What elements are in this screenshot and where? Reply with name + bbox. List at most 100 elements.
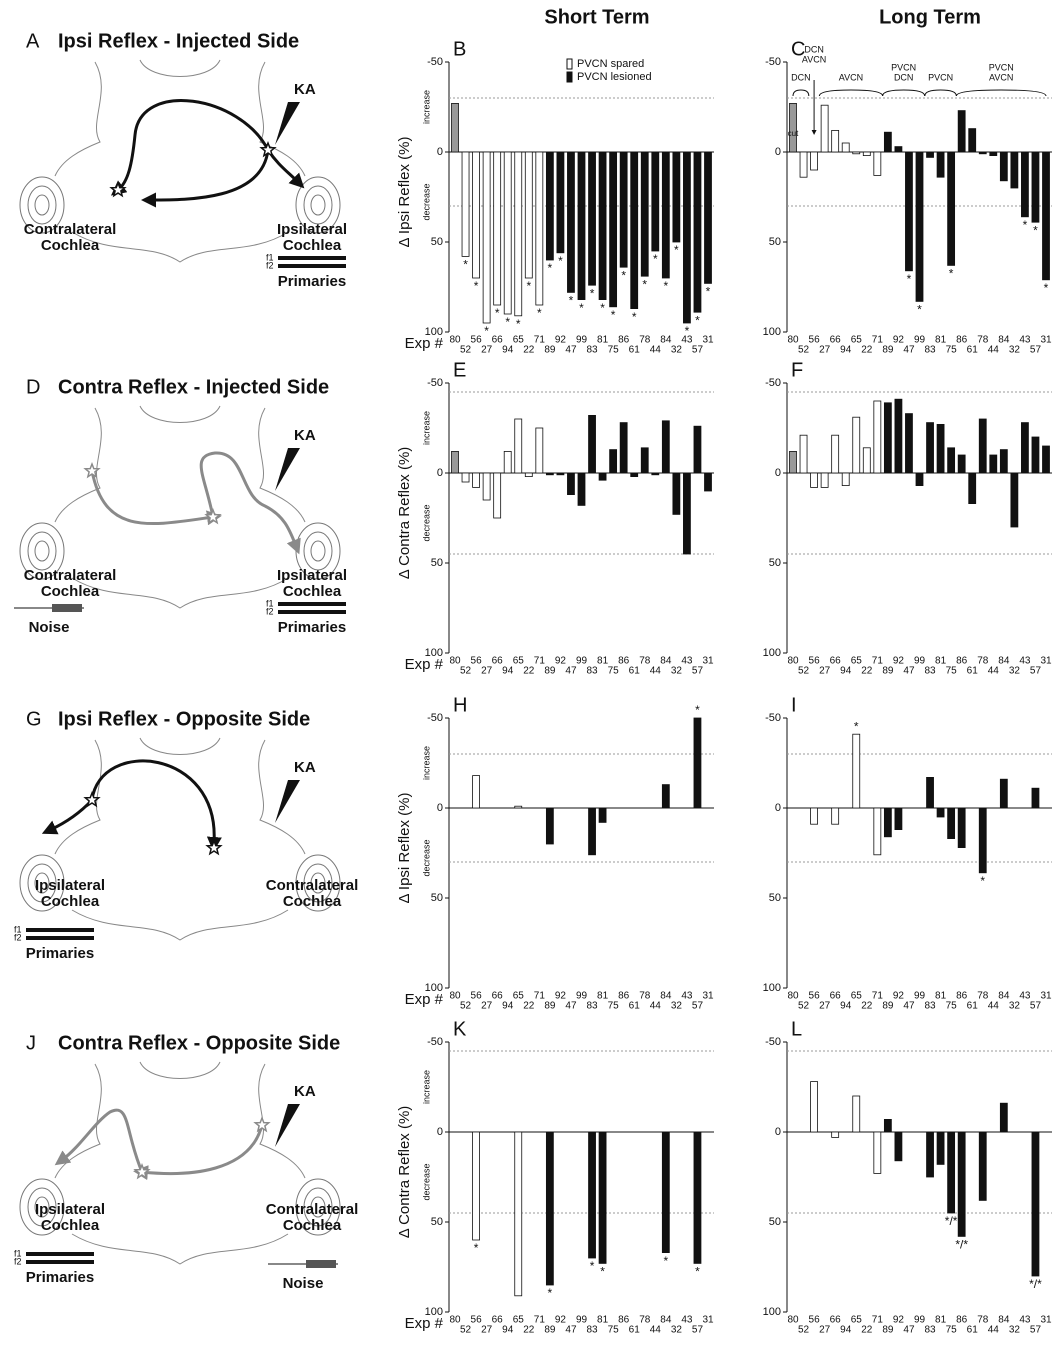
- x-tick-label: 66: [492, 656, 504, 667]
- x-tick-label: 32: [1009, 666, 1021, 677]
- region-label: AVCN: [989, 72, 1013, 82]
- x-tick-label: 89: [882, 1325, 894, 1336]
- x-tick-label: 83: [586, 1001, 598, 1012]
- panel-letter: J: [26, 1032, 36, 1054]
- diagram-title: Ipsi Reflex - Opposite Side: [58, 708, 310, 730]
- x-tick-label: 47: [565, 666, 577, 677]
- cochlea-label: Cochlea: [41, 583, 100, 600]
- primaries-label: Primaries: [278, 273, 346, 290]
- x-tick-label: 44: [650, 1001, 662, 1012]
- y-tick-label: -50: [427, 377, 443, 389]
- x-tick-label: 71: [872, 1315, 884, 1326]
- x-tick-label: 27: [481, 1325, 493, 1336]
- x-tick-label: 47: [565, 1001, 577, 1012]
- cochlea-label: Cochlea: [283, 1217, 342, 1234]
- panel-letter: B: [453, 38, 466, 60]
- region-label: DCN: [894, 72, 914, 82]
- x-tick-label: 99: [576, 656, 588, 667]
- x-tick-label: 44: [988, 345, 1000, 356]
- star-marker: [83, 461, 101, 479]
- bar: [588, 151, 596, 286]
- x-tick-label: 44: [650, 666, 662, 677]
- x-axis-label: Exp #: [405, 656, 444, 673]
- cochlea: [34, 1196, 50, 1218]
- x-tick-label: 92: [555, 991, 567, 1002]
- significance-label: *: [484, 324, 489, 338]
- y-tick-label: 100: [425, 1306, 443, 1318]
- tone-label: f1: [14, 1248, 22, 1258]
- bar: [873, 151, 882, 176]
- x-tick-label: 56: [809, 1315, 821, 1326]
- cochlea: [310, 194, 326, 216]
- cochlea: [19, 522, 65, 580]
- cochlea: [303, 531, 333, 571]
- bar: [661, 151, 670, 279]
- x-tick-label: 43: [1019, 656, 1031, 667]
- x-tick-label: 92: [893, 1315, 905, 1326]
- ka-needle: [275, 1104, 300, 1147]
- significance-label: *: [516, 317, 521, 331]
- tone-bar: [278, 602, 346, 606]
- x-tick-label: 52: [460, 345, 472, 356]
- y-axis-label: Δ Contra Reflex (%): [396, 1106, 413, 1239]
- bar: [999, 151, 1008, 182]
- x-tick-label: 94: [840, 345, 852, 356]
- x-tick-label: 32: [1009, 345, 1021, 356]
- star-marker: [109, 180, 127, 198]
- bar: [810, 472, 818, 488]
- bar: [1042, 151, 1050, 281]
- noise-burst: [306, 1260, 336, 1268]
- x-tick-label: 86: [618, 656, 630, 667]
- x-tick-label: 71: [872, 991, 884, 1002]
- ka-label: KA: [294, 427, 316, 444]
- legend-label: PVCN spared: [577, 58, 644, 70]
- bar: [947, 447, 956, 474]
- significance-label: *: [695, 703, 700, 717]
- bar: [1031, 151, 1040, 223]
- bar: [514, 1131, 523, 1297]
- panel-letter: I: [791, 694, 797, 716]
- bar: [873, 1131, 882, 1174]
- region-label: DCN: [791, 72, 811, 82]
- x-tick-label: 78: [639, 991, 651, 1002]
- x-tick-label: 56: [471, 656, 483, 667]
- bar: [598, 807, 607, 823]
- x-tick-label: 99: [576, 991, 588, 1002]
- x-tick-label: 99: [914, 656, 926, 667]
- x-tick-label: 65: [513, 656, 525, 667]
- x-tick-label: 31: [702, 656, 714, 667]
- bar: [820, 472, 829, 488]
- bar: [831, 129, 840, 153]
- significance-label: */*: [1029, 1277, 1042, 1291]
- x-tick-label: 22: [861, 1001, 873, 1012]
- brainstem-outline: [54, 737, 306, 941]
- primaries-label: Primaries: [26, 945, 94, 962]
- region-bracket: [955, 89, 1047, 97]
- x-tick-label: 22: [861, 1325, 873, 1336]
- panel-letter: F: [791, 359, 803, 381]
- cochlea: [27, 185, 57, 225]
- x-tick-label: 52: [460, 1325, 472, 1336]
- y-tick-label: -50: [765, 712, 781, 724]
- bar: [789, 103, 797, 153]
- cochlea: [19, 176, 65, 234]
- x-tick-label: 78: [639, 335, 651, 346]
- bar: [915, 472, 924, 487]
- cochlea: [310, 1196, 326, 1218]
- bar: [894, 807, 903, 831]
- x-tick-label: 83: [924, 1001, 936, 1012]
- significance-label: */*: [955, 1238, 968, 1252]
- bar: [957, 454, 966, 474]
- bar: [1031, 436, 1040, 474]
- x-tick-label: 81: [935, 335, 947, 346]
- x-tick-label: 47: [565, 1325, 577, 1336]
- x-tick-label: 43: [681, 335, 693, 346]
- x-tick-label: 92: [555, 1315, 567, 1326]
- bar: [883, 402, 892, 474]
- x-tick-label: 75: [946, 1001, 958, 1012]
- x-tick-label: 92: [893, 335, 905, 346]
- x-tick-label: 66: [830, 335, 842, 346]
- diagram-title: Contra Reflex - Injected Side: [58, 376, 329, 398]
- bar: [693, 717, 702, 809]
